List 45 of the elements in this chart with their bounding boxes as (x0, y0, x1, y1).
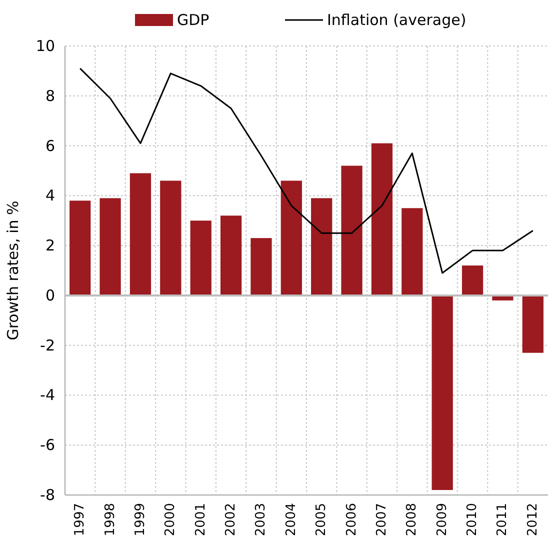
y-tick-label: -4 (40, 386, 55, 404)
line-series (79, 68, 534, 274)
bar (432, 295, 453, 490)
bar (190, 220, 212, 296)
bar (100, 198, 121, 296)
x-tick-label: 2005 (314, 503, 330, 536)
y-tick-label: 10 (36, 37, 55, 55)
legend-label: Inflation (average) (327, 11, 466, 29)
y-axis-title: Growth rates, in % (4, 200, 22, 340)
x-tick-label: 1998 (102, 503, 118, 536)
bar (371, 143, 393, 296)
x-tick-label: 2000 (163, 503, 178, 536)
bar (462, 266, 484, 296)
y-tick-label: -8 (40, 486, 55, 504)
bar (402, 208, 423, 296)
y-tick-label: 6 (45, 136, 55, 155)
y-tick-label: -2 (40, 336, 55, 354)
bar (311, 198, 332, 296)
bar (341, 166, 362, 296)
y-tick-label: 0 (45, 286, 55, 304)
bar (70, 200, 91, 296)
x-tick-label: 2010 (465, 503, 480, 536)
bar (280, 180, 302, 296)
x-tick-label: 2008 (404, 503, 420, 536)
x-tick-label: 2012 (525, 503, 540, 536)
x-tick-label: 2007 (374, 503, 390, 536)
bar (522, 295, 544, 353)
bar (130, 173, 152, 296)
bar (220, 216, 242, 296)
x-tick-label: 2001 (193, 503, 208, 536)
legend-label: GDP (177, 11, 210, 29)
x-tick-label: 1999 (132, 503, 148, 536)
y-tick-label: 8 (45, 86, 55, 105)
x-tick-label: 1997 (72, 503, 88, 536)
x-tick-label: 2009 (434, 503, 450, 536)
y-tick-label: -6 (40, 436, 55, 454)
bar (250, 238, 272, 296)
x-tick-label: 2002 (224, 503, 239, 536)
bar (160, 180, 182, 296)
x-tick-label: 2004 (284, 503, 299, 536)
y-tick-label: 4 (45, 186, 55, 205)
y-tick-label: 2 (45, 236, 55, 255)
x-tick-label: 2011 (495, 503, 510, 536)
x-tick-label: 2003 (254, 503, 269, 536)
x-tick-label: 2006 (344, 503, 360, 536)
